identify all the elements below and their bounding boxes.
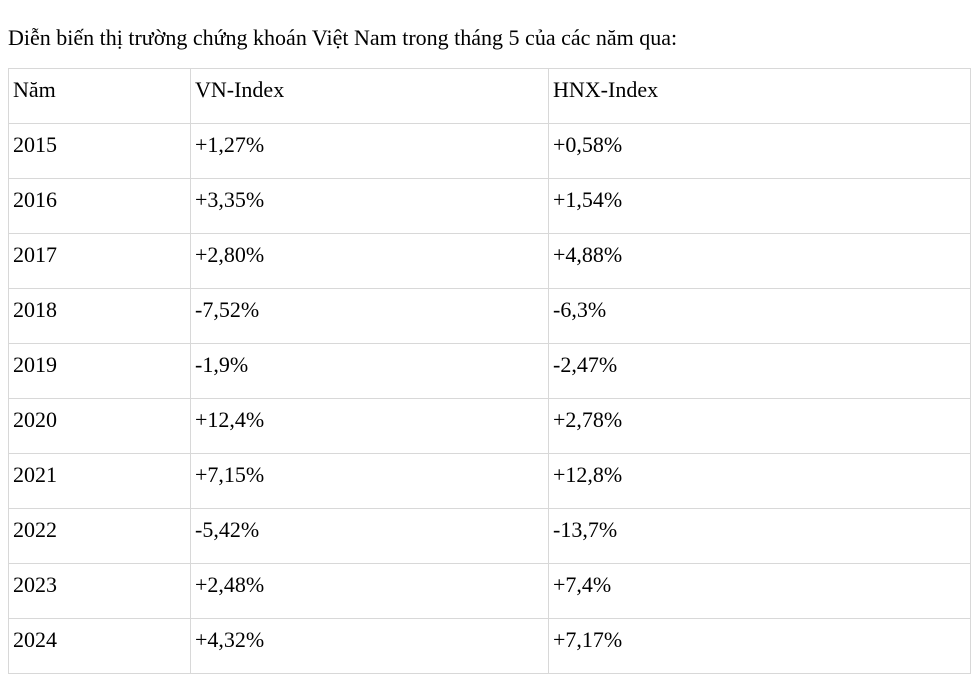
cell-hnx-index: +0,58% <box>548 123 971 179</box>
table-row: 2018 -7,52% -6,3% <box>8 288 971 344</box>
page-title: Diễn biến thị trường chứng khoán Việt Na… <box>8 25 678 50</box>
cell-vn-index: +3,35% <box>190 178 549 234</box>
cell-year: 2019 <box>8 343 191 399</box>
cell-year: 2015 <box>8 123 191 179</box>
table-row: 2023 +2,48% +7,4% <box>8 563 971 619</box>
cell-vn-index: +12,4% <box>190 398 549 454</box>
table-row: 2024 +4,32% +7,17% <box>8 618 971 674</box>
cell-vn-index: -1,9% <box>190 343 549 399</box>
table-row: 2017 +2,80% +4,88% <box>8 233 971 289</box>
cell-vn-index: +2,48% <box>190 563 549 619</box>
cell-year: 2021 <box>8 453 191 509</box>
table-row: 2020 +12,4% +2,78% <box>8 398 971 454</box>
cell-year: 2022 <box>8 508 191 564</box>
cell-hnx-index: +12,8% <box>548 453 971 509</box>
column-header-hnx-index: HNX-Index <box>548 68 971 124</box>
cell-hnx-index: +7,17% <box>548 618 971 674</box>
table-header-row: Năm VN-Index HNX-Index <box>8 68 971 124</box>
cell-year: 2016 <box>8 178 191 234</box>
table-row: 2022 -5,42% -13,7% <box>8 508 971 564</box>
cell-vn-index: -5,42% <box>190 508 549 564</box>
cell-year: 2024 <box>8 618 191 674</box>
cell-hnx-index: -6,3% <box>548 288 971 344</box>
cell-hnx-index: +7,4% <box>548 563 971 619</box>
cell-hnx-index: +1,54% <box>548 178 971 234</box>
cell-year: 2023 <box>8 563 191 619</box>
cell-year: 2020 <box>8 398 191 454</box>
table-row: 2021 +7,15% +12,8% <box>8 453 971 509</box>
cell-vn-index: +7,15% <box>190 453 549 509</box>
cell-vn-index: +1,27% <box>190 123 549 179</box>
column-header-vn-index: VN-Index <box>190 68 549 124</box>
table-row: 2019 -1,9% -2,47% <box>8 343 971 399</box>
cell-hnx-index: -2,47% <box>548 343 971 399</box>
cell-vn-index: +2,80% <box>190 233 549 289</box>
cell-vn-index: -7,52% <box>190 288 549 344</box>
table-row: 2016 +3,35% +1,54% <box>8 178 971 234</box>
cell-vn-index: +4,32% <box>190 618 549 674</box>
cell-hnx-index: +4,88% <box>548 233 971 289</box>
cell-hnx-index: -13,7% <box>548 508 971 564</box>
cell-year: 2017 <box>8 233 191 289</box>
cell-year: 2018 <box>8 288 191 344</box>
column-header-year: Năm <box>8 68 191 124</box>
table-row: 2015 +1,27% +0,58% <box>8 123 971 179</box>
market-performance-table: Năm VN-Index HNX-Index 2015 +1,27% +0,58… <box>8 68 971 674</box>
cell-hnx-index: +2,78% <box>548 398 971 454</box>
